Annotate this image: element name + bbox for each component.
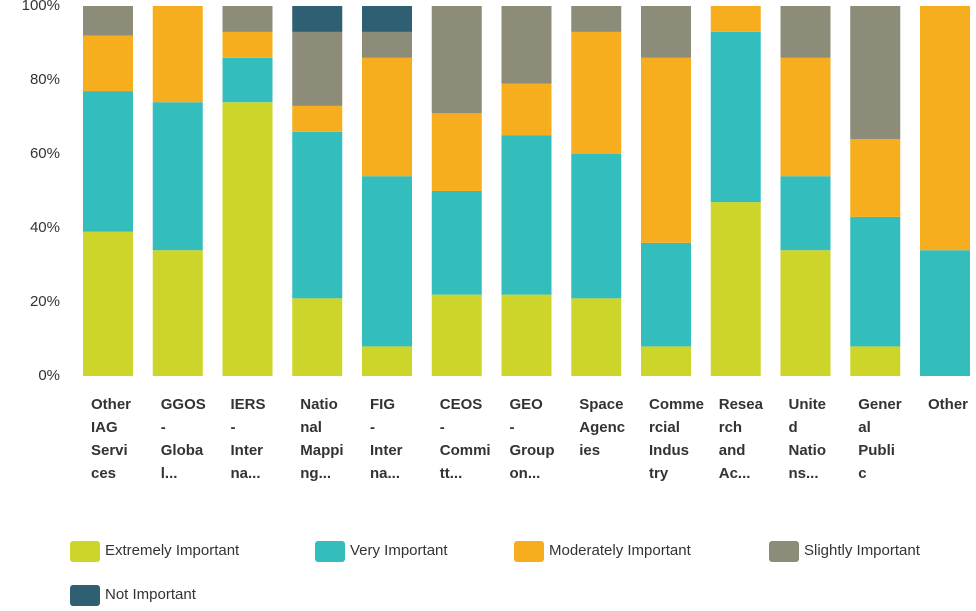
x-tick-label: Unite d Natio ns... [789,396,827,482]
bar-segment [641,6,691,58]
y-tick-label: 80% [30,71,60,88]
legend-swatch [70,541,100,562]
x-tick-label: FIG -Inter na... [370,396,403,482]
bar-segment [362,57,412,177]
bar-segment [292,105,343,132]
legend-label: Not Important [105,586,197,603]
bar-segment [641,346,691,376]
bar-segment [780,6,831,58]
y-tick-label: 20% [30,293,60,310]
bar-segment [710,202,761,376]
bar-segment [222,102,273,376]
x-tick-label: IERS -Inter na... [231,396,266,482]
bar-segment [152,102,203,251]
bar-segment [920,6,970,251]
legend-swatch [514,541,544,562]
bar-segment [780,250,831,376]
bar-segment [83,231,133,376]
bar-segment [641,242,691,347]
bar-segment [222,6,273,32]
y-tick-label: 0% [38,367,60,384]
bar-segment [571,6,622,32]
legend-label: Slightly Important [804,542,921,559]
bar-segment [501,294,552,376]
bar-segment [920,250,970,376]
bar-segment [571,31,622,154]
bar-segment [710,31,761,203]
bar-segment [83,6,133,36]
bar-segment [152,6,203,103]
bar-segment [292,31,343,106]
bar-segment [83,91,133,232]
x-tick-label: Natio nal Mappi ng... [300,396,343,482]
x-tick-label: Other [928,396,968,413]
x-tick-label: Other IAG Servi ces [91,396,131,482]
y-tick-label: 100% [22,0,60,14]
legend-label: Moderately Important [549,542,692,559]
x-tick-label: Gener al Publi c [858,396,902,482]
bar-segment [850,216,901,347]
bar-segment [431,191,482,295]
y-tick-label: 40% [30,219,60,236]
x-tick-label: GGOS -Globa l... [161,396,206,482]
y-tick-label: 60% [30,145,60,162]
legend-swatch [315,541,345,562]
x-tick-label: Space Agenc ies [579,396,625,459]
bar-segment [571,154,622,299]
bar-segment [222,57,273,103]
x-tick-label: Comme rcial Indus try [649,396,704,482]
legend-label: Extremely Important [105,542,240,559]
bar-segment [431,113,482,191]
legend-swatch [70,585,100,606]
bar-segment [292,6,343,32]
bar-segment [780,176,831,251]
legend-swatch [769,541,799,562]
bar-segment [850,346,901,376]
bar-segment [431,294,482,376]
bar-segment [850,139,901,217]
bar-segment [501,6,552,84]
bar-segment [362,176,412,347]
bar-segment [431,6,482,114]
x-tick-label: GEO -Group on... [510,396,555,482]
x-tick-label: Resea rch and Ac... [719,396,764,482]
bar-segment [571,298,622,376]
bar-segment [152,250,203,376]
bar-segment [292,298,343,376]
bar-segment [222,31,273,58]
bar-segment [83,35,133,92]
bar-segment [710,6,761,32]
bar-segment [362,346,412,376]
bar-segment [362,31,412,58]
x-tick-label: CEOS -Commi tt... [440,396,491,482]
bar-segment [292,131,343,299]
bar-segment [780,57,831,177]
legend-label: Very Important [350,542,448,559]
bar-segment [501,83,552,136]
bar-segment [501,135,552,295]
bar-segment [641,57,691,243]
bar-segment [850,6,901,140]
bar-segment [362,6,412,32]
